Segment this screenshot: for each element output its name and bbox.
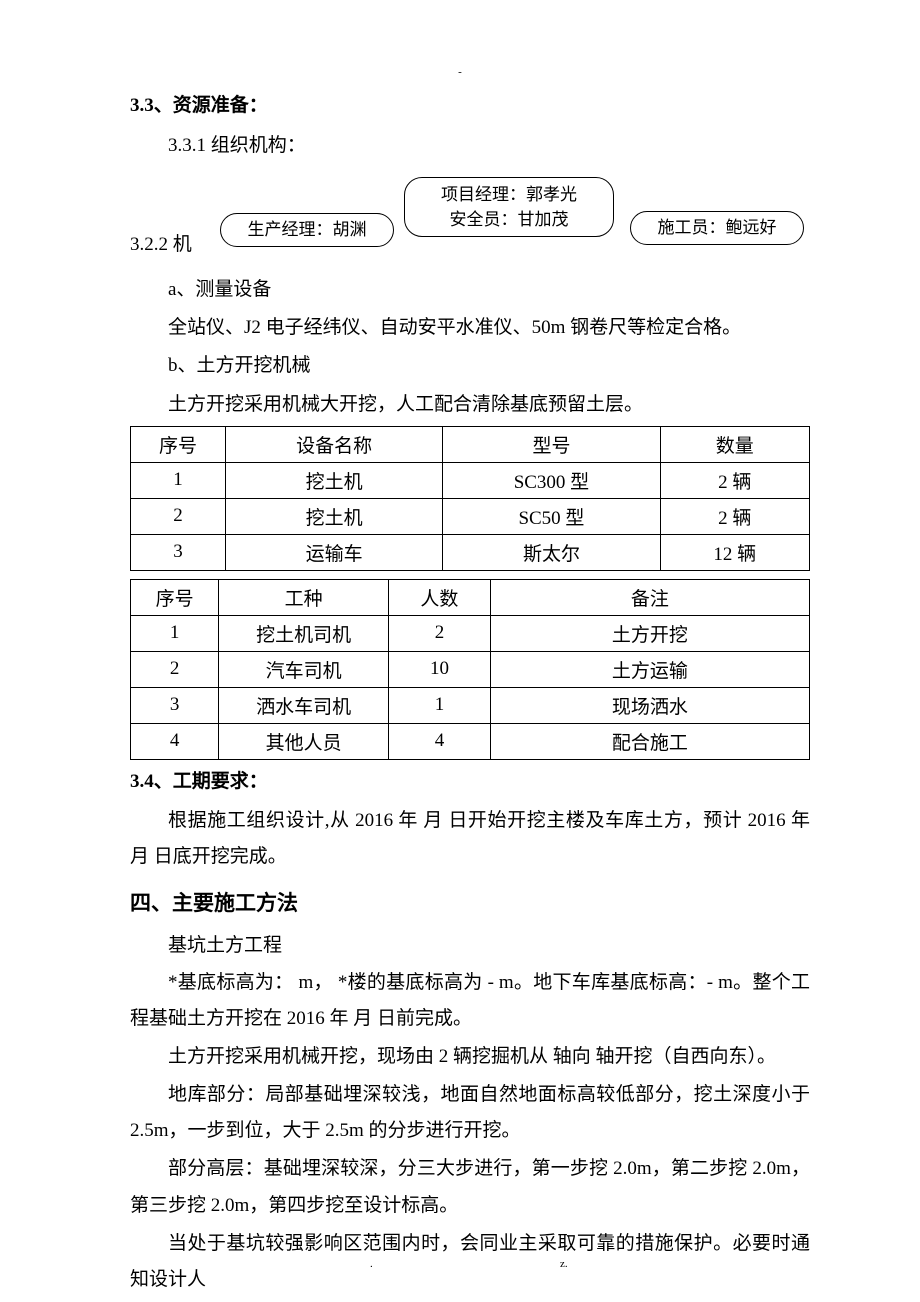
table-row: 序号 工种 人数 备注 bbox=[131, 579, 810, 615]
td: SC300 型 bbox=[443, 462, 660, 498]
line-a-detail: 全站仪、J2 电子经纬仪、自动安平水准仪、50m 钢卷尺等检定合格。 bbox=[130, 311, 810, 345]
td: 斯太尔 bbox=[443, 534, 660, 570]
para-4-4: 部分高层：基础埋深较深，分三大步进行，第一步挖 2.0m，第二步挖 2.0m，第… bbox=[130, 1151, 810, 1223]
para-4-2: 土方开挖采用机械开挖，现场由 2 辆挖掘机从 轴向 轴开挖（自西向东）。 bbox=[130, 1039, 810, 1075]
td: 2 bbox=[131, 651, 219, 687]
page-content: 3.3、资源准备： 3.3.1 组织机构： 项目经理：郭孝光 安全员：甘加茂 生… bbox=[0, 60, 920, 1298]
table-row: 1 挖土机司机 2 土方开挖 bbox=[131, 615, 810, 651]
td: 1 bbox=[131, 462, 226, 498]
table-row: 1 挖土机 SC300 型 2 辆 bbox=[131, 462, 810, 498]
table-row: 2 汽车司机 10 土方运输 bbox=[131, 651, 810, 687]
table-row: 3 运输车 斯太尔 12 辆 bbox=[131, 534, 810, 570]
th: 序号 bbox=[131, 579, 219, 615]
table-row: 序号 设备名称 型号 数量 bbox=[131, 426, 810, 462]
td: 3 bbox=[131, 687, 219, 723]
subheading-3-3-1: 3.3.1 组织机构： bbox=[130, 127, 810, 165]
th: 型号 bbox=[443, 426, 660, 462]
para-3-4: 根据施工组织设计,从 2016 年 月 日开始开挖主楼及车库土方，预计 2016… bbox=[130, 803, 810, 875]
td: 1 bbox=[131, 615, 219, 651]
table-row: 3 洒水车司机 1 现场洒水 bbox=[131, 687, 810, 723]
td: 现场洒水 bbox=[490, 687, 809, 723]
para-4-5: 当处于基坑较强影响区范围内时，会同业主采取可靠的措施保护。必要时通知设计人 bbox=[130, 1226, 810, 1298]
heading-4: 四、主要施工方法 bbox=[130, 887, 810, 917]
footer-dot: . bbox=[370, 1258, 373, 1270]
td: 其他人员 bbox=[219, 723, 389, 759]
org-box-center: 项目经理：郭孝光 安全员：甘加茂 bbox=[404, 177, 614, 237]
header-dash: - bbox=[458, 66, 462, 78]
personnel-table: 序号 工种 人数 备注 1 挖土机司机 2 土方开挖 2 汽车司机 10 土方运… bbox=[130, 579, 810, 760]
td: 2 辆 bbox=[660, 462, 809, 498]
org-safety-label: 安全员：甘加茂 bbox=[450, 207, 569, 233]
para-4-1: *基底标高为： m， *楼的基底标高为 - m。地下车库基底标高：- m。整个工… bbox=[130, 965, 810, 1037]
td: 2 bbox=[389, 615, 491, 651]
td: 1 bbox=[389, 687, 491, 723]
th: 设备名称 bbox=[226, 426, 443, 462]
td: 挖土机 bbox=[226, 498, 443, 534]
td: 2 bbox=[131, 498, 226, 534]
td: 土方运输 bbox=[490, 651, 809, 687]
td: 3 bbox=[131, 534, 226, 570]
para-4-3: 地库部分：局部基础埋深较浅，地面自然地面标高较低部分，挖土深度小于 2.5m，一… bbox=[130, 1077, 810, 1149]
td: 汽车司机 bbox=[219, 651, 389, 687]
td: 挖土机司机 bbox=[219, 615, 389, 651]
td: 洒水车司机 bbox=[219, 687, 389, 723]
table-row: 4 其他人员 4 配合施工 bbox=[131, 723, 810, 759]
subheading-3-2-2: 3.2.2 机 bbox=[130, 229, 192, 256]
th: 序号 bbox=[131, 426, 226, 462]
td: 4 bbox=[389, 723, 491, 759]
line-a: a、测量设备 bbox=[130, 273, 810, 307]
table-row: 2 挖土机 SC50 型 2 辆 bbox=[131, 498, 810, 534]
footer-z: z. bbox=[560, 1258, 568, 1270]
td: SC50 型 bbox=[443, 498, 660, 534]
org-box-left: 生产经理：胡渊 bbox=[220, 213, 394, 247]
heading-3-3: 3.3、资源准备： bbox=[130, 90, 810, 117]
td: 12 辆 bbox=[660, 534, 809, 570]
td: 土方开挖 bbox=[490, 615, 809, 651]
org-chart: 项目经理：郭孝光 安全员：甘加茂 生产经理：胡渊 施工员：鲍远好 3.2.2 机 bbox=[130, 171, 810, 269]
td: 4 bbox=[131, 723, 219, 759]
td: 运输车 bbox=[226, 534, 443, 570]
line-b-detail: 土方开挖采用机械大开挖，人工配合清除基底预留土层。 bbox=[130, 388, 810, 422]
td: 2 辆 bbox=[660, 498, 809, 534]
equipment-table: 序号 设备名称 型号 数量 1 挖土机 SC300 型 2 辆 2 挖土机 SC… bbox=[130, 426, 810, 571]
th: 备注 bbox=[490, 579, 809, 615]
td: 10 bbox=[389, 651, 491, 687]
td: 挖土机 bbox=[226, 462, 443, 498]
heading-3-4: 3.4、工期要求： bbox=[130, 766, 810, 793]
para-4-sub: 基坑土方工程 bbox=[130, 927, 810, 965]
org-box-right: 施工员：鲍远好 bbox=[630, 211, 804, 245]
th: 数量 bbox=[660, 426, 809, 462]
td: 配合施工 bbox=[490, 723, 809, 759]
org-pm-label: 项目经理：郭孝光 bbox=[441, 182, 577, 208]
th: 人数 bbox=[389, 579, 491, 615]
line-b: b、土方开挖机械 bbox=[130, 349, 810, 383]
th: 工种 bbox=[219, 579, 389, 615]
